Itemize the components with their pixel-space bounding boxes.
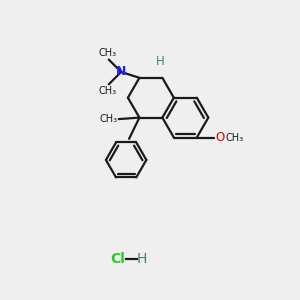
Text: CH₃: CH₃ [98,86,116,96]
Text: Cl: Cl [110,252,125,266]
Text: CH₃: CH₃ [98,48,116,58]
Text: CH₃: CH₃ [225,133,243,142]
Text: O: O [215,131,224,144]
Text: CH₃: CH₃ [100,114,118,124]
Text: H: H [136,252,147,266]
Text: N: N [116,65,126,78]
Text: H: H [156,56,164,68]
